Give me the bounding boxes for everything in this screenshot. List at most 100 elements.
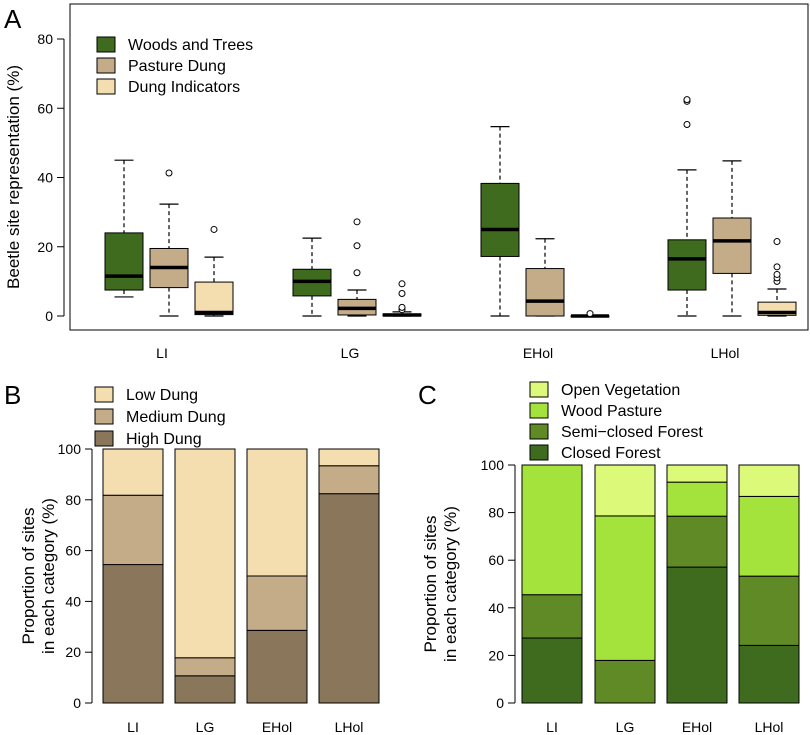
panel-b-bar-lhol-medium-dung: [318, 465, 380, 495]
panel-c-bar-ehol-closed-forest: [666, 566, 728, 704]
panel-c-legend-label-open-vegetation: Open Vegetation: [561, 382, 680, 399]
panel-a-box-lhol-woods-and-trees-iqr-box: [667, 239, 707, 291]
panel-a-y-tick-label: 80: [37, 31, 53, 47]
panel-a-boxplot: 0 20 40 60 80 Beetle site representation (%) L…: [4, 3, 809, 361]
panel-a-box-lg-pasture-dung-outlier-point: [353, 218, 361, 226]
panel-b-y-tick-label: 100: [58, 441, 82, 457]
panel-c-y-tick-label: 0: [496, 695, 504, 711]
panel-b-stacked-bar: 0 20 40 60 80 100 Proportion of sitesin each c…: [19, 386, 380, 735]
panel-b-y-axis-label-line: in each category (%): [39, 498, 58, 654]
panel-label-c: C: [418, 380, 437, 410]
panel-c-bar-lg-semi-closed-forest: [594, 659, 656, 704]
panel-b-bar-li-medium-dung: [102, 494, 164, 566]
panel-c-bar-li-wood-pasture: [521, 464, 583, 596]
panel-b-bar-ehol-medium-dung: [246, 575, 308, 631]
panel-b-legend-swatch-low-dung: [94, 386, 114, 403]
panel-a-x-tick-label: LG: [341, 345, 360, 361]
panel-a-box-ehol-pasture-dung: [525, 238, 565, 317]
panel-a-box-lhol-pasture-dung-iqr-box: [712, 217, 752, 274]
panel-a-box-lhol-dung-indicators-outlier-point: [773, 270, 781, 278]
panel-a-box-li-dung-indicators: [194, 225, 234, 317]
panel-a-y-tick-label: 20: [37, 239, 53, 255]
panel-b-y-axis-label-line: Proportion of sites: [19, 507, 38, 644]
panel-c-y-axis-label-line: Proportion of sites: [421, 515, 440, 652]
panel-c-bar-lg-open-vegetation: [594, 464, 656, 517]
panel-c-x-tick-label: LI: [546, 719, 558, 735]
panel-b-legend-label-medium-dung: Medium Dung: [126, 409, 226, 426]
panel-a-legend-swatch-pasture-dung: [96, 57, 116, 74]
panel-c-bar-li-closed-forest: [521, 637, 583, 704]
panel-a-box-lg-pasture-dung-outlier-point: [353, 242, 361, 250]
panel-a-box-li-dung-indicators-outlier-point: [210, 225, 218, 233]
panel-b-y-tick-label: 60: [65, 543, 81, 559]
panel-a-legend-swatch-woods-and-trees: [96, 36, 116, 53]
panel-c-bar-ehol-semi-closed-forest: [666, 515, 728, 568]
panel-a-box-lhol-dung-indicators-outlier-point: [773, 238, 781, 246]
panel-a-legend-label-dung-indicators: Dung Indicators: [128, 79, 240, 96]
panel-c-x-tick-label: LG: [616, 719, 635, 735]
panel-a-box-ehol-pasture-dung-iqr-box: [525, 268, 565, 317]
panel-b-bar-ehol-high-dung: [246, 629, 308, 704]
panel-a-x-tick-label: EHol: [523, 345, 553, 361]
panel-a-box-li-pasture-dung: [149, 169, 189, 317]
panel-c-bar-li-semi-closed-forest: [521, 594, 583, 639]
panel-c-y-tick-label: 20: [488, 647, 504, 663]
panel-a-box-lg-dung-indicators-outlier-point: [398, 303, 406, 311]
panel-a-legend-label-pasture-dung: Pasture Dung: [128, 58, 226, 75]
panel-a-box-lg-dung-indicators-outlier-point: [398, 289, 406, 297]
panel-c-y-tick-label: 80: [488, 505, 504, 521]
panel-c-y-tick-label: 60: [488, 552, 504, 568]
panel-a-box-lhol-woods-and-trees-outlier-point: [683, 96, 691, 104]
panel-c-legend-label-wood-pasture: Wood Pasture: [561, 403, 662, 420]
panel-b-bar-li-high-dung: [102, 564, 164, 704]
panel-b-x-tick-label: LI: [127, 719, 139, 735]
panel-c-legend-label-semi-closed-forest: Semi−closed Forest: [561, 424, 703, 441]
panel-c-bar-lg-wood-pasture: [594, 515, 656, 661]
panel-a-y-axis-label: Beetle site representation (%): [4, 65, 23, 289]
panel-a-x-tick-label: LI: [156, 345, 168, 361]
panel-a-plot-frame: [69, 3, 809, 331]
panel-a-x-tick-label: LHol: [711, 345, 740, 361]
panel-b-y-axis-label: Proportion of sitesin each category (%): [19, 498, 58, 654]
panel-a-legend-swatch-dung-indicators: [96, 78, 116, 95]
panel-a-box-ehol-dung-indicators: [570, 310, 610, 318]
panel-a-box-lhol-pasture-dung: [712, 160, 752, 317]
panel-c-y-tick-label: 40: [488, 600, 504, 616]
panel-a-box-lg-woods-and-trees: [292, 237, 332, 317]
panel-a-y-tick-label: 40: [37, 170, 53, 186]
panel-c-bar-lhol-semi-closed-forest: [738, 575, 800, 646]
panel-b-bar-lg-low-dung: [174, 448, 236, 659]
panel-b-bar-lhol-high-dung: [318, 493, 380, 704]
panel-a-box-ehol-woods-and-trees-iqr-box: [480, 182, 520, 257]
panel-a-box-lg-pasture-dung: [337, 218, 377, 317]
panel-a-box-li-woods-and-trees-iqr-box: [104, 232, 144, 291]
panel-a-box-li-dung-indicators-iqr-box: [194, 281, 234, 316]
panel-c-bar-ehol-wood-pasture: [666, 481, 728, 517]
panel-c-legend-swatch-closed-forest: [529, 444, 549, 461]
panel-b-bar-lg-medium-dung: [174, 657, 236, 677]
panel-label-b: B: [4, 380, 21, 410]
panel-a-box-lhol-woods-and-trees: [667, 96, 707, 317]
panel-c-y-axis-label-line: in each category (%): [441, 506, 460, 662]
panel-c-legend-swatch-open-vegetation: [529, 381, 549, 398]
panel-b-legend-swatch-high-dung: [94, 430, 114, 447]
panel-c-x-tick-label: LHol: [755, 719, 784, 735]
panel-a-box-li-pasture-dung-outlier-point: [165, 169, 173, 177]
panel-c-y-axis-label: Proportion of sitesin each category (%): [421, 506, 460, 662]
panel-b-bar-li-low-dung: [102, 448, 164, 496]
panel-b-bar-lhol-low-dung: [318, 448, 380, 467]
panel-a-box-lg-pasture-dung-outlier-point: [353, 269, 361, 277]
panel-a-y-tick-label: 0: [45, 308, 53, 324]
panel-b-y-tick-label: 0: [73, 695, 81, 711]
panel-c-bar-lhol-closed-forest: [738, 644, 800, 704]
panel-b-bar-lg-high-dung: [174, 675, 236, 704]
panel-a-y-tick-label: 60: [37, 100, 53, 116]
panel-b-bar-ehol-low-dung: [246, 448, 308, 577]
panel-a-box-lg-dung-indicators-outlier-point: [398, 280, 406, 288]
panel-a-legend-label-woods-and-trees: Woods and Trees: [128, 37, 253, 54]
panel-c-legend-swatch-wood-pasture: [529, 402, 549, 419]
panel-b-legend-label-low-dung: Low Dung: [126, 387, 198, 404]
panel-a-box-lg-dung-indicators: [382, 280, 422, 317]
panel-c-x-tick-label: EHol: [682, 719, 712, 735]
